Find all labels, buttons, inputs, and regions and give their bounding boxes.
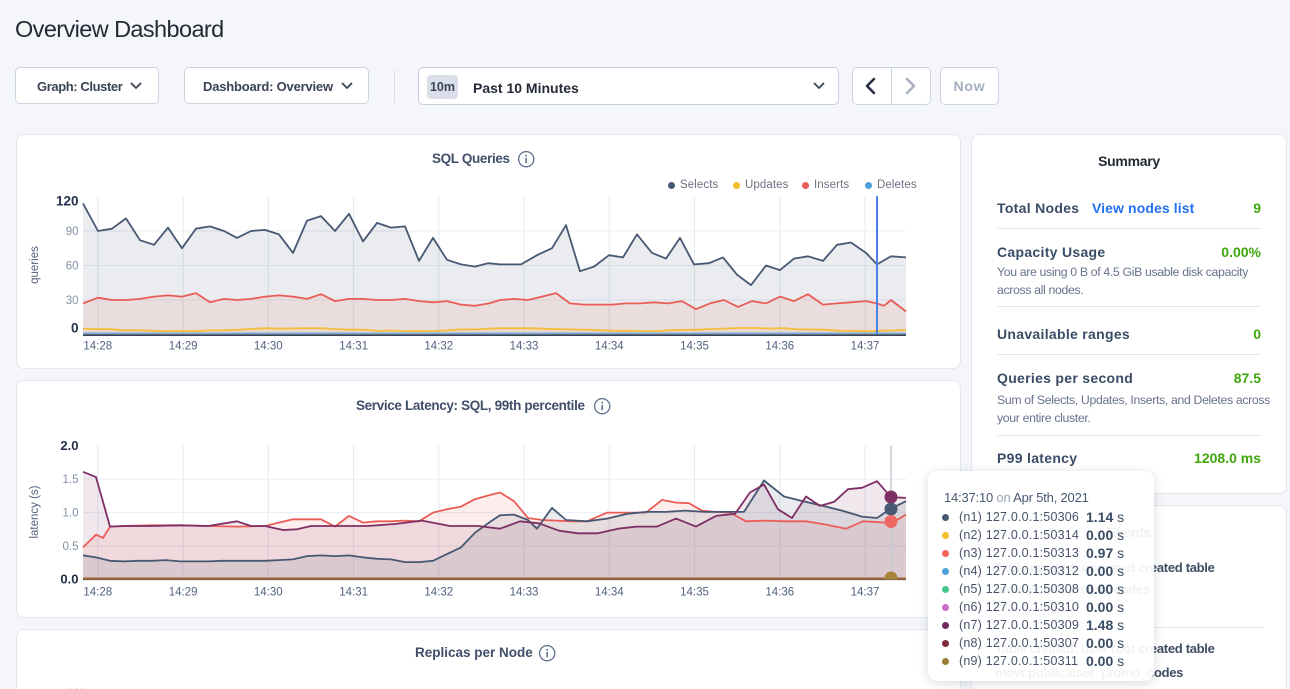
svg-text:1.5: 1.5 bbox=[63, 474, 79, 486]
svg-text:queries: queries bbox=[29, 246, 41, 284]
svg-text:0: 0 bbox=[71, 320, 79, 335]
svg-text:14:32: 14:32 bbox=[424, 587, 453, 599]
svg-text:14:32: 14:32 bbox=[424, 341, 453, 353]
svg-text:14:34: 14:34 bbox=[595, 587, 624, 599]
svg-text:2.0: 2.0 bbox=[60, 438, 78, 453]
svg-text:14:29: 14:29 bbox=[169, 341, 198, 353]
svg-text:14:31: 14:31 bbox=[339, 341, 368, 353]
svg-text:14:36: 14:36 bbox=[765, 587, 794, 599]
svg-text:60: 60 bbox=[66, 261, 79, 273]
svg-text:120: 120 bbox=[56, 194, 79, 209]
svg-text:1.0: 1.0 bbox=[63, 508, 79, 520]
svg-text:14:30: 14:30 bbox=[254, 341, 283, 353]
svg-text:14:31: 14:31 bbox=[339, 587, 368, 599]
svg-text:14:30: 14:30 bbox=[254, 587, 283, 599]
svg-text:90: 90 bbox=[66, 226, 79, 238]
svg-text:14:35: 14:35 bbox=[680, 341, 709, 353]
svg-text:14:37: 14:37 bbox=[851, 587, 880, 599]
svg-text:0.0: 0.0 bbox=[60, 572, 78, 587]
svg-text:14:33: 14:33 bbox=[510, 587, 539, 599]
svg-text:14:37: 14:37 bbox=[851, 341, 880, 353]
svg-text:14:35: 14:35 bbox=[680, 587, 709, 599]
svg-text:14:34: 14:34 bbox=[595, 341, 624, 353]
svg-text:14:28: 14:28 bbox=[83, 341, 112, 353]
svg-text:14:28: 14:28 bbox=[83, 587, 112, 599]
svg-text:14:29: 14:29 bbox=[169, 587, 198, 599]
svg-text:14:33: 14:33 bbox=[510, 341, 539, 353]
svg-text:0.5: 0.5 bbox=[63, 541, 79, 553]
svg-text:14:36: 14:36 bbox=[765, 341, 794, 353]
svg-text:30: 30 bbox=[66, 295, 79, 307]
svg-text:latency (s): latency (s) bbox=[29, 485, 41, 538]
